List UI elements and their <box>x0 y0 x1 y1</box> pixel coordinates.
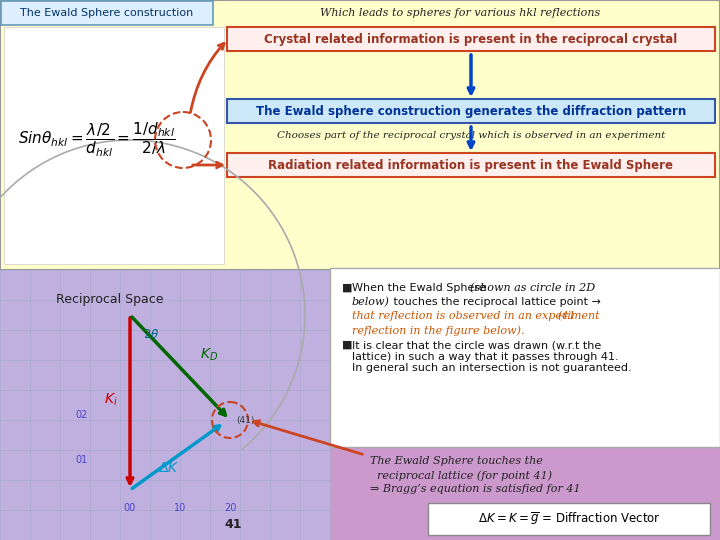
Text: 10: 10 <box>174 503 186 513</box>
Text: Reciprocal Space: Reciprocal Space <box>56 294 163 307</box>
Text: ⇒ Bragg’s equation is satisfied for 41: ⇒ Bragg’s equation is satisfied for 41 <box>370 484 580 494</box>
FancyBboxPatch shape <box>227 27 715 51</box>
FancyBboxPatch shape <box>1 1 213 25</box>
Text: 20: 20 <box>224 503 236 513</box>
FancyBboxPatch shape <box>227 153 715 177</box>
Text: ■: ■ <box>342 283 353 293</box>
Text: The Ewald Sphere touches the: The Ewald Sphere touches the <box>370 456 543 466</box>
FancyBboxPatch shape <box>4 27 224 264</box>
Text: reciprocal lattice (for point 41): reciprocal lattice (for point 41) <box>370 470 552 481</box>
Text: Chooses part of the reciprocal crystal which is observed in an experiment: Chooses part of the reciprocal crystal w… <box>277 132 665 140</box>
FancyBboxPatch shape <box>428 503 710 535</box>
Text: (shown as circle in 2D: (shown as circle in 2D <box>470 283 595 293</box>
Text: $2\theta$: $2\theta$ <box>143 328 159 341</box>
Text: Crystal related information is present in the reciprocal crystal: Crystal related information is present i… <box>264 32 678 45</box>
Bar <box>0 0 720 270</box>
Text: $K_D$: $K_D$ <box>200 347 218 363</box>
Text: $K_i$: $K_i$ <box>104 392 118 408</box>
Text: The Ewald sphere construction generates the diffraction pattern: The Ewald sphere construction generates … <box>256 105 686 118</box>
Bar <box>0 270 330 540</box>
Text: The Ewald Sphere construction: The Ewald Sphere construction <box>20 8 194 18</box>
Text: that reflection is observed in an experiment: that reflection is observed in an experi… <box>352 311 603 321</box>
FancyBboxPatch shape <box>330 268 720 447</box>
Text: $\Delta K$: $\Delta K$ <box>158 461 179 475</box>
Text: $\Delta K = K = \overline{g}$ = Diffraction Vector: $\Delta K = K = \overline{g}$ = Diffract… <box>477 511 660 528</box>
Text: 41: 41 <box>224 518 242 531</box>
Text: (41: (41 <box>558 311 577 321</box>
Text: below): below) <box>352 297 390 307</box>
Text: 00: 00 <box>124 503 136 513</box>
Text: Which leads to spheres for various hkl reflections: Which leads to spheres for various hkl r… <box>320 8 600 18</box>
FancyBboxPatch shape <box>227 99 715 123</box>
Text: ■: ■ <box>342 340 353 350</box>
Text: $Sin\theta_{hkl}=\dfrac{\lambda/2}{d_{hkl}}=\dfrac{1/d_{hkl}}{2/\lambda}$: $Sin\theta_{hkl}=\dfrac{\lambda/2}{d_{hk… <box>18 121 176 159</box>
Text: reflection in the figure below).: reflection in the figure below). <box>352 325 524 335</box>
Text: When the Ewald Sphere: When the Ewald Sphere <box>352 283 489 293</box>
Text: touches the reciprocal lattice point →: touches the reciprocal lattice point → <box>390 297 601 307</box>
Text: (41): (41) <box>236 415 254 424</box>
Text: It is clear that the circle was drawn (w.r.t the
lattice) in such a way that it : It is clear that the circle was drawn (w… <box>352 340 631 373</box>
Text: Radiation related information is present in the Ewald Sphere: Radiation related information is present… <box>269 159 673 172</box>
Text: 02: 02 <box>76 410 88 420</box>
Text: 01: 01 <box>76 455 88 465</box>
